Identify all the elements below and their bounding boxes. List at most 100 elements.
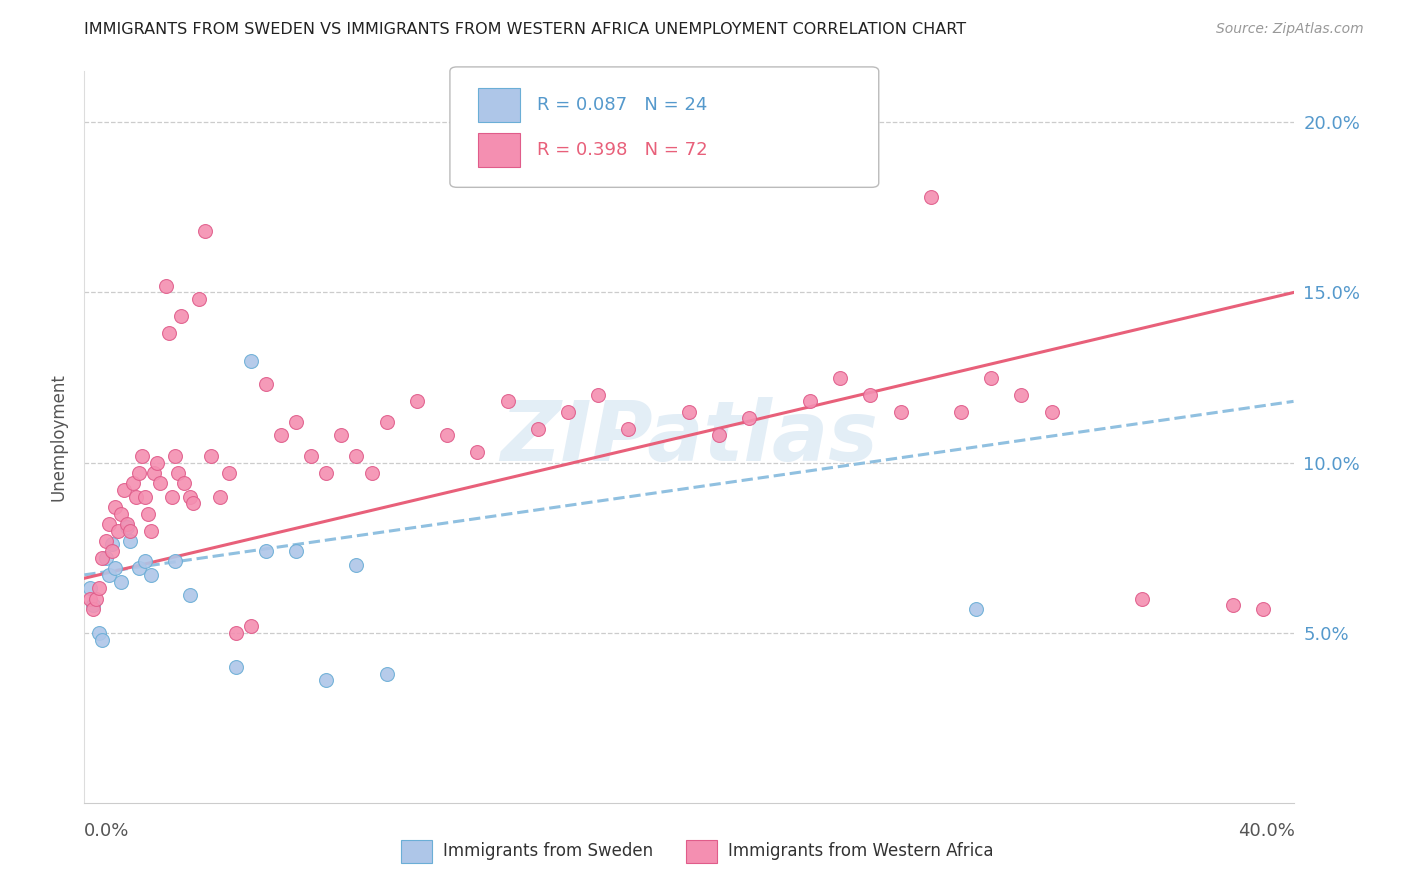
Point: [194, 224, 217, 238]
Point: [94, 533, 117, 548]
Point: [360, 466, 382, 480]
Point: [163, 554, 186, 568]
Point: [118, 524, 141, 538]
Point: [121, 475, 143, 490]
Point: [146, 456, 169, 470]
Point: [526, 421, 548, 435]
Point: [142, 466, 165, 480]
Point: [97, 516, 120, 531]
Point: [163, 449, 186, 463]
Point: [139, 524, 162, 538]
Point: [167, 466, 190, 480]
Point: [125, 490, 148, 504]
Point: [709, 428, 731, 442]
Point: [128, 466, 150, 480]
Point: [346, 449, 368, 463]
Point: [1130, 591, 1153, 606]
Point: [254, 544, 277, 558]
Point: [239, 353, 262, 368]
Point: [254, 377, 277, 392]
Point: [346, 558, 368, 572]
Point: [467, 445, 489, 459]
Point: [436, 428, 458, 442]
Point: [980, 370, 1002, 384]
Point: [225, 625, 247, 640]
Text: Source: ZipAtlas.com: Source: ZipAtlas.com: [1216, 22, 1364, 37]
Point: [118, 533, 141, 548]
Point: [107, 524, 129, 538]
Point: [209, 490, 232, 504]
Point: [79, 582, 101, 596]
Point: [1040, 404, 1063, 418]
Point: [859, 387, 882, 401]
Point: [160, 490, 183, 504]
Point: [738, 411, 761, 425]
Point: [188, 293, 211, 307]
Text: IMMIGRANTS FROM SWEDEN VS IMMIGRANTS FROM WESTERN AFRICA UNEMPLOYMENT CORRELATIO: IMMIGRANTS FROM SWEDEN VS IMMIGRANTS FRO…: [84, 22, 966, 37]
Point: [799, 394, 821, 409]
Point: [179, 490, 201, 504]
Point: [588, 387, 610, 401]
Point: [920, 190, 942, 204]
Point: [406, 394, 429, 409]
Point: [86, 591, 108, 606]
Point: [218, 466, 240, 480]
Point: [950, 404, 973, 418]
Point: [315, 466, 337, 480]
Point: [82, 599, 104, 613]
Point: [149, 475, 172, 490]
Point: [239, 619, 262, 633]
Point: [100, 537, 122, 551]
Point: [375, 415, 398, 429]
Point: [284, 544, 308, 558]
Point: [830, 370, 852, 384]
Point: [139, 567, 162, 582]
Text: R = 0.398   N = 72: R = 0.398 N = 72: [537, 141, 707, 159]
Point: [104, 500, 127, 514]
Point: [1251, 602, 1274, 616]
Point: [104, 561, 127, 575]
Point: [89, 582, 111, 596]
Text: Immigrants from Western Africa: Immigrants from Western Africa: [728, 842, 994, 861]
Point: [270, 428, 292, 442]
Point: [1222, 599, 1244, 613]
Point: [110, 574, 132, 589]
Point: [136, 507, 159, 521]
Point: [97, 567, 120, 582]
Point: [170, 310, 193, 324]
Text: 40.0%: 40.0%: [1239, 822, 1295, 840]
Point: [131, 449, 153, 463]
Point: [115, 516, 138, 531]
Point: [375, 666, 398, 681]
Text: Immigrants from Sweden: Immigrants from Sweden: [443, 842, 652, 861]
Point: [179, 588, 201, 602]
Point: [91, 632, 114, 647]
Point: [134, 554, 156, 568]
Point: [299, 449, 322, 463]
Point: [1010, 387, 1032, 401]
Point: [200, 449, 222, 463]
Point: [496, 394, 519, 409]
Point: [181, 496, 204, 510]
Point: [82, 602, 104, 616]
Point: [112, 483, 135, 497]
Text: 0.0%: 0.0%: [84, 822, 129, 840]
Point: [91, 550, 114, 565]
Point: [330, 428, 353, 442]
Point: [284, 415, 308, 429]
Point: [94, 550, 117, 565]
Point: [173, 475, 195, 490]
Point: [557, 404, 579, 418]
Point: [617, 421, 640, 435]
Point: [134, 490, 156, 504]
Point: [110, 507, 132, 521]
Point: [890, 404, 912, 418]
Point: [79, 591, 101, 606]
Text: R = 0.087   N = 24: R = 0.087 N = 24: [537, 96, 707, 114]
Point: [315, 673, 337, 688]
Point: [225, 659, 247, 673]
Point: [89, 625, 111, 640]
Y-axis label: Unemployment: Unemployment: [49, 373, 67, 501]
Point: [157, 326, 180, 341]
Point: [965, 602, 987, 616]
